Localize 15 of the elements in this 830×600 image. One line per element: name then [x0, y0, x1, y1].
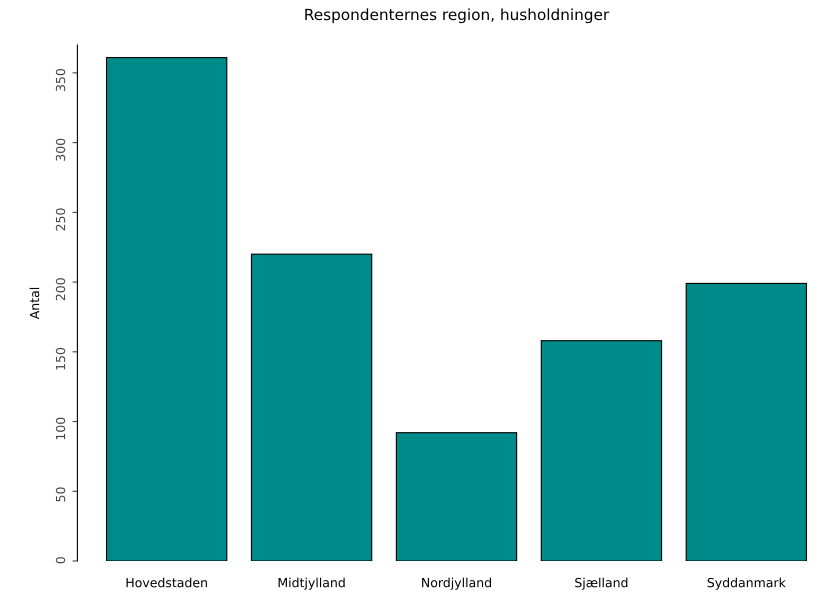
- x-tick-label: Nordjylland: [422, 578, 491, 590]
- y-tick-label: 200: [56, 278, 66, 300]
- y-axis-title: Antal: [30, 288, 40, 320]
- y-tick-label: 50: [56, 487, 66, 502]
- x-tick-label: Hovedstaden: [126, 578, 207, 588]
- y-tick-label: 0: [56, 557, 66, 564]
- chart-title: Respondenternes region, husholdninger: [305, 8, 610, 24]
- y-tick-label: 250: [56, 208, 66, 231]
- y-tick-label: 300: [56, 138, 66, 161]
- y-tick-label: 100: [56, 418, 66, 440]
- x-tick-label: Sjælland: [575, 578, 628, 590]
- x-tick-label: Syddanmark: [708, 578, 786, 590]
- y-tick-label: 150: [56, 348, 66, 370]
- x-tick-label: Midtjylland: [278, 578, 345, 590]
- y-tick-label: 350: [56, 68, 66, 92]
